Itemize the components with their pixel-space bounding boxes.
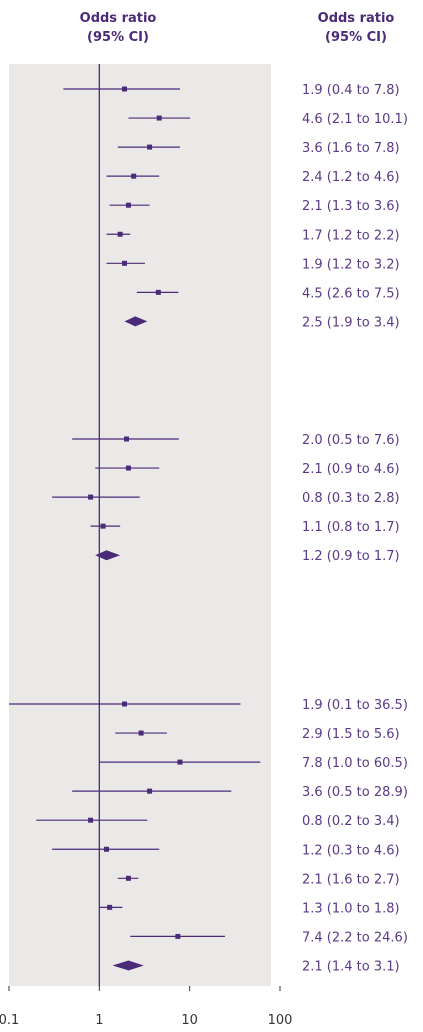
point-estimate <box>147 144 153 150</box>
point-estimate <box>175 933 181 939</box>
pooled-estimate-label: 2.5 (1.9 to 3.4) <box>302 315 400 330</box>
estimate-label: 3.6 (0.5 to 28.9) <box>302 785 408 800</box>
estimate-label: 7.8 (1.0 to 60.5) <box>302 756 408 771</box>
estimate-label: 1.9 (0.4 to 7.8) <box>302 83 400 98</box>
point-estimate <box>125 875 131 881</box>
estimate-label: 2.1 (0.9 to 4.6) <box>302 462 400 477</box>
plot-header-line-2: (95% CI) <box>87 30 149 45</box>
estimate-label: 2.1 (1.3 to 3.6) <box>302 199 400 214</box>
pooled-estimate-label: 2.1 (1.4 to 3.1) <box>302 959 400 974</box>
point-estimate <box>122 86 128 92</box>
estimate-label: 1.3 (1.0 to 1.8) <box>302 901 400 916</box>
x-tick-label: 0.1 <box>0 1013 19 1028</box>
pooled-diamond <box>124 316 148 327</box>
label-header-line-1: Odds ratio <box>318 11 395 26</box>
plot-header: Odds ratio (95% CI) <box>80 11 157 45</box>
x-tick-label: 1 <box>95 1013 103 1028</box>
x-tick-label: 100 <box>268 1013 293 1028</box>
estimate-label: 1.9 (0.1 to 36.5) <box>302 698 408 713</box>
label-header-line-2: (95% CI) <box>325 30 387 45</box>
estimate-label: 7.4 (2.2 to 24.6) <box>302 930 408 945</box>
point-estimate <box>122 701 128 707</box>
point-estimate <box>103 846 109 852</box>
pooled-diamond <box>112 960 144 971</box>
estimate-label: 2.1 (1.6 to 2.7) <box>302 872 400 887</box>
estimate-label: 1.7 (1.2 to 2.2) <box>302 228 400 243</box>
point-estimate <box>125 465 131 471</box>
point-estimate <box>147 788 153 794</box>
point-estimate <box>117 231 123 237</box>
pooled-estimate-label: 1.2 (0.9 to 1.7) <box>302 549 400 564</box>
estimate-label: 2.4 (1.2 to 4.6) <box>302 170 400 185</box>
estimate-label: 1.1 (0.8 to 1.7) <box>302 520 400 535</box>
estimate-label: 1.2 (0.3 to 4.6) <box>302 843 400 858</box>
point-estimate <box>124 436 130 442</box>
estimate-label: 1.9 (1.2 to 3.2) <box>302 257 400 272</box>
point-estimate <box>88 817 94 823</box>
estimate-label: 4.5 (2.6 to 7.5) <box>302 286 400 301</box>
point-estimate <box>138 730 144 736</box>
point-estimate <box>100 523 106 529</box>
pooled-diamond <box>95 550 121 561</box>
point-estimate <box>156 115 162 121</box>
point-estimate <box>122 260 128 266</box>
estimate-label: 0.8 (0.2 to 3.4) <box>302 814 400 829</box>
point-estimate <box>107 904 113 910</box>
point-estimate <box>177 759 183 765</box>
forest-marks <box>9 86 261 971</box>
point-estimate <box>131 173 137 179</box>
point-estimate <box>125 202 131 208</box>
plot-panel <box>9 64 271 986</box>
label-column-header: Odds ratio (95% CI) <box>318 11 395 45</box>
estimate-label: 4.6 (2.1 to 10.1) <box>302 112 408 127</box>
plot-header-line-1: Odds ratio <box>80 11 157 26</box>
point-estimate <box>88 494 94 500</box>
estimate-label: 0.8 (0.3 to 2.8) <box>302 491 400 506</box>
point-estimate <box>155 289 161 295</box>
estimate-label: 2.9 (1.5 to 5.6) <box>302 727 400 742</box>
x-tick-label: 10 <box>181 1013 198 1028</box>
estimate-label: 2.0 (0.5 to 7.6) <box>302 433 400 448</box>
estimate-label: 3.6 (1.6 to 7.8) <box>302 141 400 156</box>
estimate-labels: 1.9 (0.4 to 7.8) 4.6 (2.1 to 10.1) 3.6 (1.… <box>302 83 408 974</box>
x-axis: 0.1 1 10 100 <box>0 986 292 1028</box>
